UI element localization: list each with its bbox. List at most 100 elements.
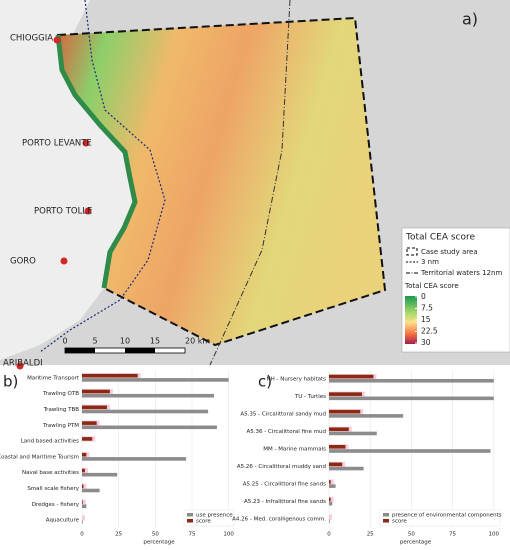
bar	[82, 389, 110, 394]
x-axis-label: percentage	[143, 540, 175, 546]
scale-label: 10	[120, 337, 130, 346]
legend-swatch	[187, 519, 193, 523]
legend-swatch	[383, 519, 389, 523]
y-tick-label: Aquaculture	[46, 518, 80, 524]
place-label: GORO	[10, 257, 36, 267]
place-marker	[60, 257, 68, 265]
place-marker	[82, 139, 90, 147]
y-tick-label: TU - Turtles	[294, 394, 326, 400]
bar	[82, 421, 97, 425]
legend-swatch	[406, 247, 418, 256]
y-tick-label: Maritime Transport	[27, 375, 80, 381]
colorbar-tick-label: 22.5	[421, 327, 438, 336]
y-tick-label: A5.26 - Circalittoral muddy sand	[237, 464, 326, 470]
place-marker	[53, 36, 61, 44]
bar	[329, 431, 377, 436]
y-tick-label: MM - Marine mammals	[263, 447, 326, 453]
scale-label: 20 km	[185, 337, 210, 346]
x-tick-label: 25	[115, 532, 122, 538]
place-label: CHIOGGIA	[10, 34, 53, 44]
bar	[329, 484, 336, 488]
bar	[329, 414, 404, 418]
bar	[329, 480, 331, 484]
x-tick-label: 75	[189, 532, 196, 538]
y-tick-label: Naval base activities	[22, 470, 79, 476]
bar	[329, 374, 374, 379]
x-tick-label: 100	[489, 532, 500, 538]
scale-label: 5	[92, 337, 97, 346]
bar-glow	[82, 483, 87, 489]
bar	[82, 425, 217, 430]
bar	[329, 396, 494, 401]
panel-label: c)	[258, 373, 272, 391]
x-tick-label: 100	[223, 532, 234, 538]
bar	[82, 457, 187, 461]
panel-label: a)	[462, 10, 478, 29]
x-tick-label: 50	[408, 532, 415, 538]
bar	[329, 501, 333, 506]
bar	[82, 373, 138, 378]
scale-bar	[64, 347, 186, 354]
x-tick-label: 50	[152, 532, 159, 538]
scale-label: 15	[150, 337, 160, 346]
bar	[82, 472, 118, 477]
colorbar-tick-label: 7.5	[421, 304, 433, 313]
legend-box	[379, 509, 501, 527]
y-tick-label: A5.35 - Circalittoral sandy mud	[240, 411, 326, 417]
colorbar	[405, 296, 417, 344]
bar	[329, 449, 491, 453]
legend-box	[183, 509, 235, 527]
bar-glow	[329, 479, 334, 485]
place-label: ARIBALDI	[3, 359, 43, 369]
bar	[82, 484, 84, 489]
bar-glow	[82, 467, 88, 474]
bar-glow	[82, 499, 86, 505]
bar	[82, 520, 83, 524]
x-tick-label: 0	[80, 532, 84, 538]
y-tick-label: A4.26 - Med. coralligenous comm.	[232, 517, 326, 523]
bar	[329, 378, 494, 383]
bar-glow	[82, 515, 85, 521]
bar	[82, 500, 83, 504]
scale-label: 0	[62, 337, 67, 346]
y-tick-label: A5.36 - Circalittoral fine mud	[247, 429, 326, 435]
y-tick-label: NH - Nursery habitats	[266, 376, 326, 382]
x-axis-label: percentage	[400, 540, 432, 546]
legend-item: Case study area	[421, 248, 478, 256]
x-tick-label: 25	[367, 532, 374, 538]
legend-label: score	[196, 519, 211, 525]
x-tick-label: 75	[449, 532, 456, 538]
colorbar-tick-label: 0	[421, 292, 426, 301]
panel-label: b)	[3, 373, 18, 391]
legend	[401, 227, 510, 353]
bar	[329, 497, 331, 502]
bar-glow	[329, 514, 332, 520]
legend-label: score	[392, 519, 407, 525]
bar	[329, 409, 361, 414]
bar	[329, 445, 346, 449]
place-marker	[84, 207, 92, 215]
legend-title: Total CEA score	[405, 233, 476, 243]
bar	[82, 468, 85, 473]
bar	[82, 393, 214, 398]
bar	[82, 504, 87, 509]
colorbar-title: Total CEA score	[404, 282, 459, 290]
12nm-line	[209, 0, 291, 366]
legend-label: use presence	[196, 513, 233, 519]
y-tick-label: Coastal and Maritime Tourism	[0, 454, 79, 460]
legend-swatch	[187, 513, 193, 517]
colorbar-tick-label: 15	[421, 315, 431, 324]
legend-label: presence of environmental components	[392, 513, 502, 519]
y-tick-label: Dredges - fishery	[32, 502, 80, 508]
y-tick-label: Land based activities	[21, 439, 79, 445]
bar	[82, 437, 93, 441]
bar	[329, 466, 364, 471]
3nm-line	[39, 0, 166, 353]
place-label: PORTO TOLLE	[34, 207, 92, 217]
x-tick-label: 0	[327, 532, 331, 538]
bar	[82, 405, 107, 410]
place-marker	[16, 362, 24, 370]
colorbar-tick-label: 30	[421, 338, 431, 347]
land	[0, 0, 135, 360]
